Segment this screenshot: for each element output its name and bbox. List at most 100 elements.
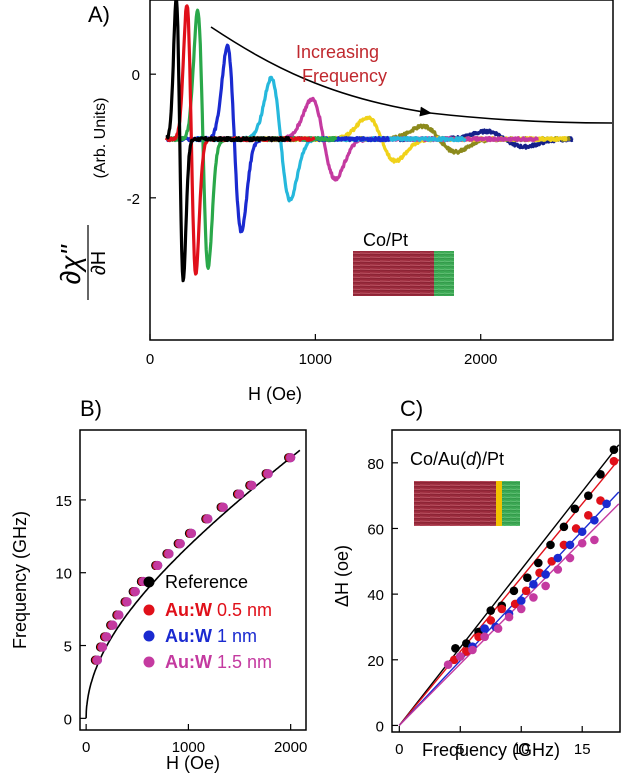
- pt-layer-block: [434, 251, 454, 296]
- b-legend-label-rest: 1.5 nm: [212, 652, 272, 672]
- b-xtick-label: 2000: [274, 739, 307, 756]
- b-data-point: [97, 642, 108, 652]
- a-xtick-label: 2000: [464, 351, 497, 368]
- c-xtick-label: 0: [395, 741, 403, 758]
- panel-c-frame: [391, 429, 621, 733]
- c-data-point: [541, 570, 550, 579]
- c-xtick-label: 15: [574, 741, 591, 758]
- b-data-point: [234, 489, 245, 499]
- b-data-point: [114, 610, 124, 620]
- panel-a-ticks: 0 1000 2000 0 -2: [127, 67, 498, 368]
- b-legend-marker: [143, 656, 155, 668]
- a-xtick-label: 1000: [299, 351, 332, 368]
- b-data-point: [247, 480, 257, 490]
- panel-c-xlabel: Frequency (GHz): [422, 740, 560, 760]
- c-data-point: [480, 632, 489, 642]
- b-xtick-label: 0: [82, 739, 90, 756]
- b-data-point: [164, 549, 174, 559]
- c-data-point: [609, 445, 619, 454]
- c-xtick-label: 5: [456, 741, 464, 758]
- b-ytick-label: 5: [64, 639, 72, 656]
- c-data-point: [577, 538, 587, 548]
- c-xtick-label: 10: [513, 741, 530, 758]
- increasing-frequency-arrow: [210, 26, 432, 117]
- b-data-point: [286, 453, 296, 463]
- b-legend-marker: [143, 630, 155, 642]
- panel-b-xlabel: H (Oe): [166, 753, 220, 773]
- c-data-point: [474, 632, 483, 642]
- b-data-point: [203, 514, 213, 524]
- c-data-point: [455, 652, 465, 661]
- a-ytick-label: 0: [132, 67, 140, 84]
- b-legend-label-bold: Au:W: [165, 600, 212, 620]
- b-legend-label: Au:W 1 nm: [165, 626, 257, 646]
- c-data-point: [570, 504, 580, 514]
- c-data-point: [596, 470, 605, 479]
- b-legend-label: Au:W 0.5 nm: [165, 600, 272, 620]
- co-layer-block-c: [414, 481, 497, 526]
- panel-b-ylabel: Frequency (GHz): [10, 511, 30, 649]
- c-data-point: [541, 581, 550, 591]
- panel-a: A) 0 1000 2000 0 -2 Increasing Frequency Co/…: [55, 0, 614, 404]
- b-data-point: [108, 620, 118, 630]
- b-legend-label-rest: 0.5 nm: [212, 600, 272, 620]
- c-data-point: [504, 612, 514, 622]
- kittel-fit-line: [85, 449, 301, 719]
- b-ytick-label: 10: [55, 566, 72, 583]
- b-legend-marker: [143, 576, 155, 588]
- co-layer-block: [353, 251, 435, 296]
- b-legend-label-bold: Au:W: [165, 626, 212, 646]
- a-xtick-label: 0: [146, 351, 154, 368]
- b-data-point: [130, 587, 140, 597]
- c-data-point: [480, 624, 489, 633]
- c-data-point: [468, 645, 477, 655]
- c-data-point: [609, 456, 619, 466]
- c-fit-line: [398, 491, 620, 726]
- b-data-point: [101, 632, 112, 642]
- panel-c: C) 0 5 10 15 0 20 40 60 80 Co/Au(d)/Pt Frequency…: [332, 396, 621, 760]
- b-data-point: [175, 538, 185, 549]
- c-data-point: [529, 593, 538, 602]
- b-data-point: [92, 655, 102, 665]
- panel-c-ylabel: ΔH (oe): [332, 545, 352, 607]
- c-data-point: [546, 540, 555, 550]
- sample-label-prefix: Co/Au(: [410, 449, 466, 469]
- b-legend-label: Au:W 1.5 nm: [165, 652, 272, 672]
- c-data-point: [486, 616, 496, 625]
- ylabel-numerator: ∂χ": [55, 244, 86, 284]
- pt-layer-block-c: [502, 481, 520, 526]
- c-data-point: [583, 491, 593, 500]
- annotation-frequency: Frequency: [302, 66, 387, 86]
- c-data-point: [529, 579, 538, 589]
- c-data-point: [443, 660, 453, 670]
- c-data-point: [565, 540, 575, 550]
- sample-label-co-pt: Co/Pt: [363, 230, 408, 250]
- c-data-point: [509, 586, 519, 596]
- c-data-point: [534, 558, 543, 568]
- sample-label-suffix: )/Pt: [476, 449, 504, 469]
- c-data-point: [521, 586, 531, 596]
- c-data-point: [516, 596, 526, 605]
- b-legend-label: Reference: [165, 572, 248, 592]
- c-data-point: [493, 624, 503, 633]
- c-data-point: [559, 522, 569, 532]
- c-data-point: [590, 535, 599, 545]
- c-data-point: [451, 643, 460, 653]
- c-ytick-label: 60: [367, 521, 384, 538]
- increasing-frequency-arrow-tail: [429, 112, 613, 124]
- c-fit-line: [398, 459, 620, 726]
- c-data-point: [553, 553, 563, 563]
- c-data-point: [559, 540, 569, 550]
- c-ytick-label: 40: [367, 587, 384, 604]
- panel-a-ylabel: ∂χ" ∂H (Arb. Units): [55, 98, 110, 300]
- panel-b-label: B): [80, 396, 102, 421]
- panel-b-ticks: 0 1000 2000 0 5 10 15: [55, 493, 307, 756]
- b-data-point: [186, 528, 197, 538]
- au-layer-block: [496, 481, 502, 526]
- b-ytick-label: 15: [55, 493, 72, 510]
- c-ytick-label: 20: [367, 653, 384, 670]
- panel-a-frame: [149, 0, 614, 341]
- b-legend-marker: [143, 604, 155, 616]
